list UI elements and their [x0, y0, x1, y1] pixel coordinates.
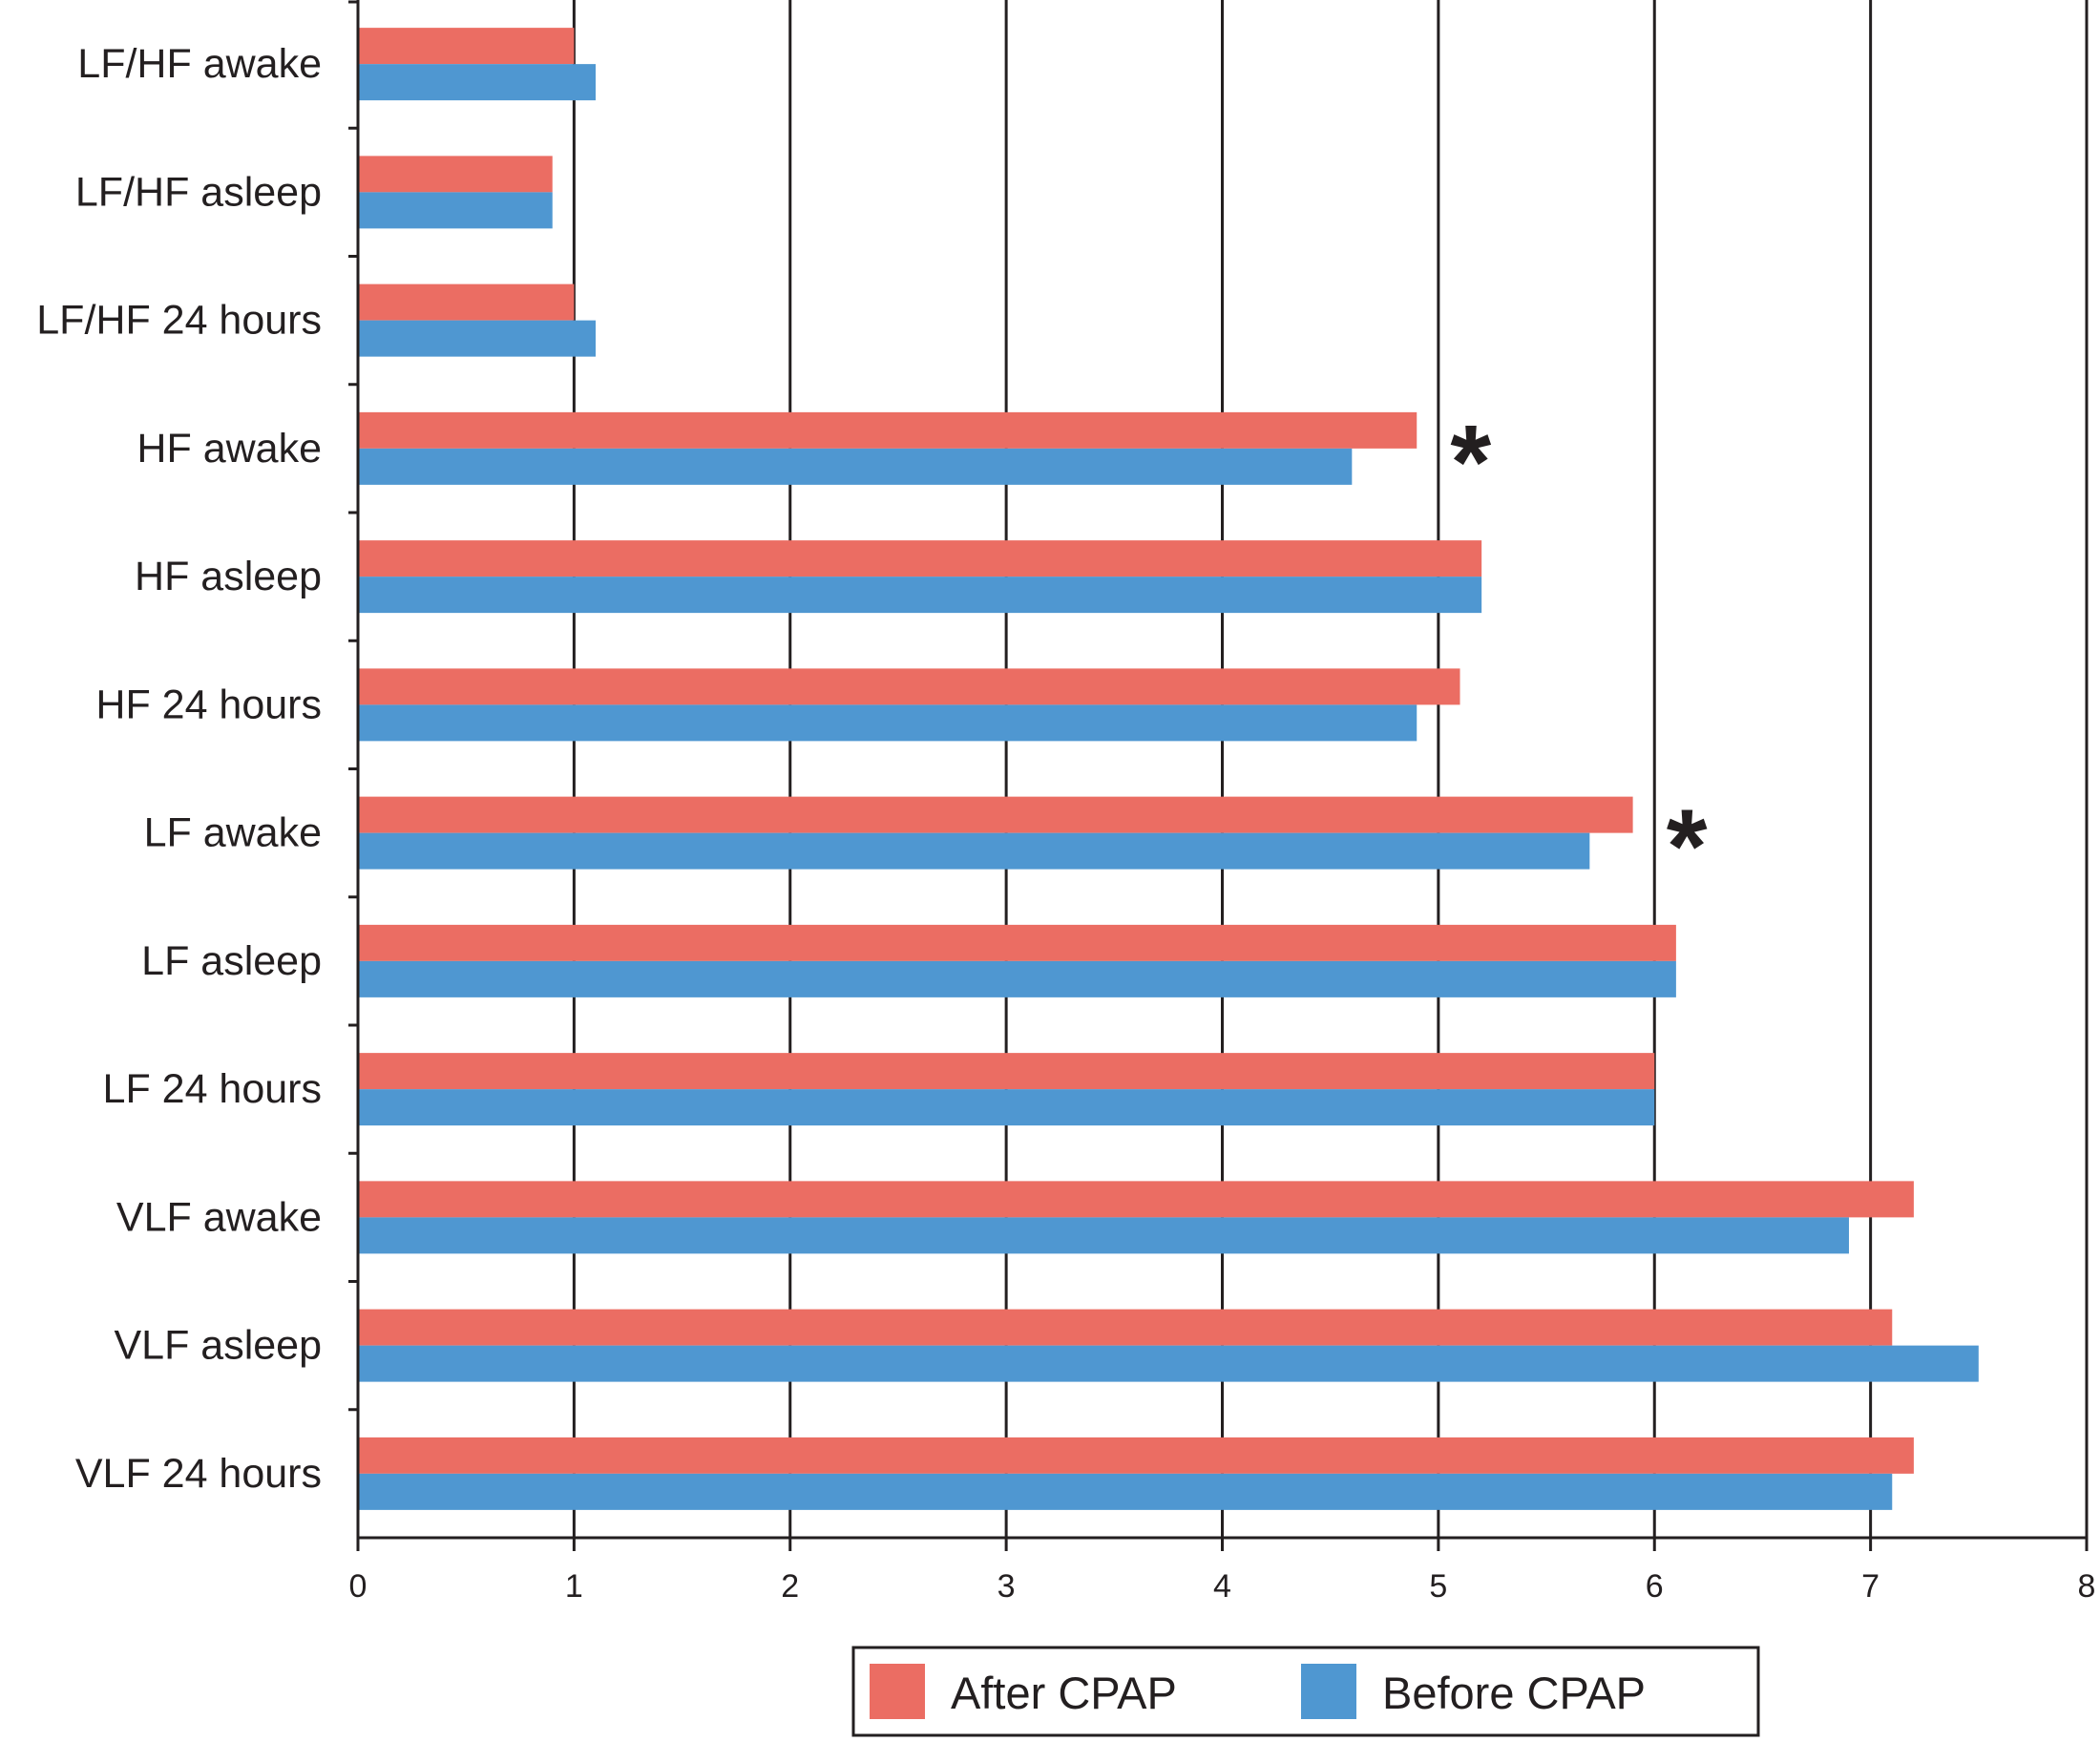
significance-asterisk: *: [1450, 404, 1491, 521]
bar-after-cpap: [358, 924, 1676, 961]
bar-after-cpap: [358, 28, 575, 65]
bar-after-cpap: [358, 1053, 1655, 1090]
bar-before-cpap: [358, 1473, 1893, 1510]
category-label: LF/HF asleep: [75, 169, 322, 215]
x-tick-label: 2: [781, 1568, 799, 1605]
bar-after-cpap: [358, 1181, 1914, 1218]
significance-asterisk: *: [1667, 788, 1708, 906]
category-label: LF awake: [144, 810, 322, 856]
legend-label: After CPAP: [951, 1668, 1177, 1718]
legend-label: Before CPAP: [1382, 1668, 1646, 1718]
bar-before-cpap: [358, 320, 597, 357]
bar-before-cpap: [358, 960, 1676, 997]
bar-after-cpap: [358, 1309, 1893, 1346]
x-tick-label: 8: [2078, 1568, 2096, 1605]
bar-after-cpap: [358, 668, 1460, 705]
bar-after-cpap: [358, 411, 1418, 449]
bar-before-cpap: [358, 1345, 1979, 1382]
x-tick-label: 5: [1429, 1568, 1447, 1605]
category-label: LF asleep: [141, 938, 322, 984]
category-label: LF 24 hours: [103, 1066, 322, 1112]
x-tick-label: 0: [349, 1568, 368, 1605]
bar-after-cpap: [358, 156, 553, 193]
category-label: VLF awake: [116, 1194, 322, 1240]
category-label: LF/HF awake: [77, 41, 322, 87]
bar-after-cpap: [358, 1437, 1914, 1474]
category-label: LF/HF 24 hours: [36, 298, 322, 344]
x-tick-label: 7: [1861, 1568, 1880, 1605]
x-tick-label: 6: [1646, 1568, 1664, 1605]
bar-after-cpap: [358, 796, 1633, 833]
legend-swatch-after: [870, 1664, 925, 1719]
category-label: HF 24 hours: [95, 682, 322, 727]
x-tick-label: 4: [1213, 1568, 1231, 1605]
category-label: VLF asleep: [114, 1323, 322, 1369]
bar-before-cpap: [358, 577, 1482, 614]
bar-before-cpap: [358, 1217, 1849, 1254]
bar-before-cpap: [358, 1089, 1655, 1126]
category-label: VLF 24 hours: [75, 1451, 322, 1497]
bar-before-cpap: [358, 832, 1590, 870]
bar-before-cpap: [358, 64, 597, 101]
bar-before-cpap: [358, 704, 1418, 742]
x-tick-label: 3: [998, 1568, 1016, 1605]
category-label: HF awake: [136, 426, 322, 472]
bar-before-cpap: [358, 448, 1353, 485]
x-tick-label: 1: [565, 1568, 583, 1605]
category-label: HF asleep: [135, 554, 322, 599]
bar-before-cpap: [358, 192, 553, 229]
bar-after-cpap: [358, 283, 575, 321]
bar-after-cpap: [358, 540, 1482, 577]
legend-swatch-before: [1301, 1664, 1356, 1719]
